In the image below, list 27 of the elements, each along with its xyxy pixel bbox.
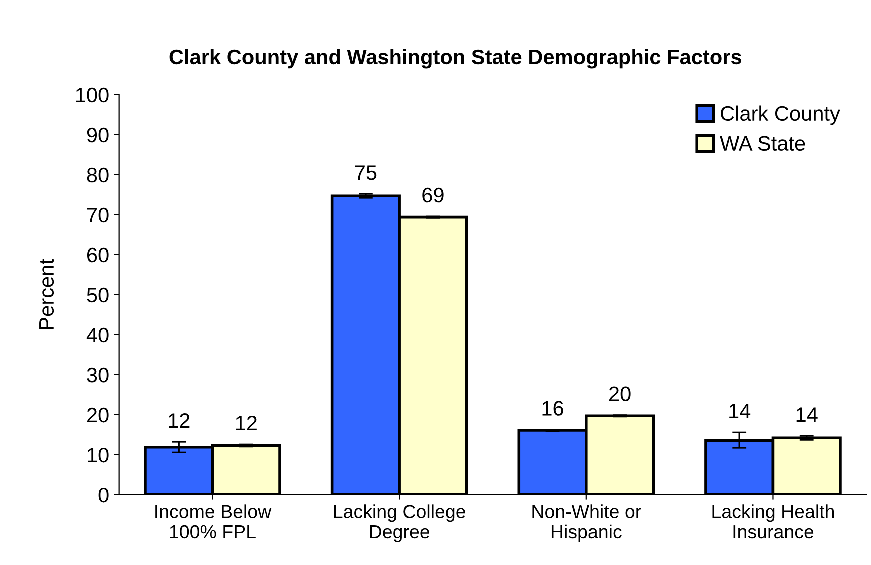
- y-tick-label: 20: [87, 408, 109, 423]
- y-tick-label: 70: [88, 208, 109, 223]
- data-label: 20: [609, 386, 631, 402]
- y-tick-label: 60: [87, 248, 109, 263]
- y-axis-title: Percent: [40, 259, 54, 330]
- y-tick-label: 50: [87, 288, 109, 303]
- x-tick-label: Lacking College Degree: [334, 504, 466, 542]
- y-tick-label: 100: [76, 88, 109, 103]
- data-label: 75: [355, 166, 377, 180]
- y-tick-label: 0: [98, 488, 109, 503]
- y-tick-label: 30: [87, 368, 109, 383]
- data-label: 14: [796, 408, 818, 422]
- legend-label: Clark County: [721, 106, 840, 126]
- y-tick-label: 90: [87, 128, 109, 143]
- x-tick-label: Lacking Health Insurance: [712, 504, 834, 539]
- x-tick-label: Income Below 100% FPL: [156, 504, 272, 539]
- y-tick-label: 10: [88, 448, 109, 463]
- data-label: 12: [236, 416, 257, 430]
- y-tick-label: 80: [87, 168, 109, 183]
- x-tick-label: Non-White or Hispanic: [532, 504, 642, 542]
- y-tick-label: 40: [86, 328, 109, 343]
- data-label: 16: [542, 401, 564, 416]
- chart-title: Clark County and Washington State Demographic Factors: [170, 49, 742, 69]
- legend-label: WA State: [720, 136, 806, 152]
- data-label: 12: [169, 414, 190, 428]
- data-label: 14: [730, 404, 751, 418]
- data-label: 69: [422, 188, 444, 203]
